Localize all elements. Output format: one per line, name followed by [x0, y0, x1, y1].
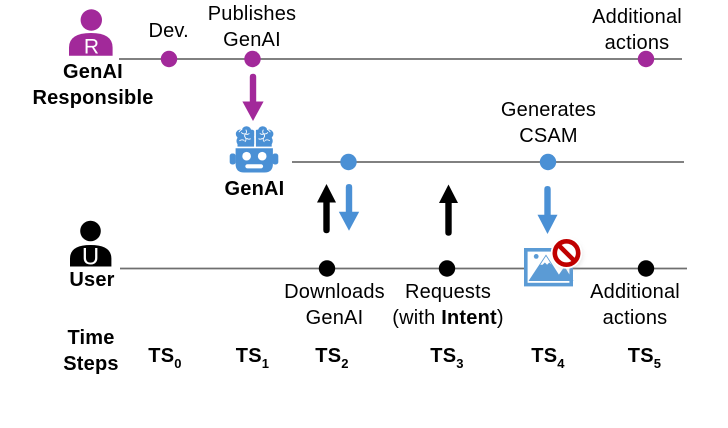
svg-text:R: R — [84, 36, 99, 59]
svg-text:U: U — [82, 244, 99, 271]
